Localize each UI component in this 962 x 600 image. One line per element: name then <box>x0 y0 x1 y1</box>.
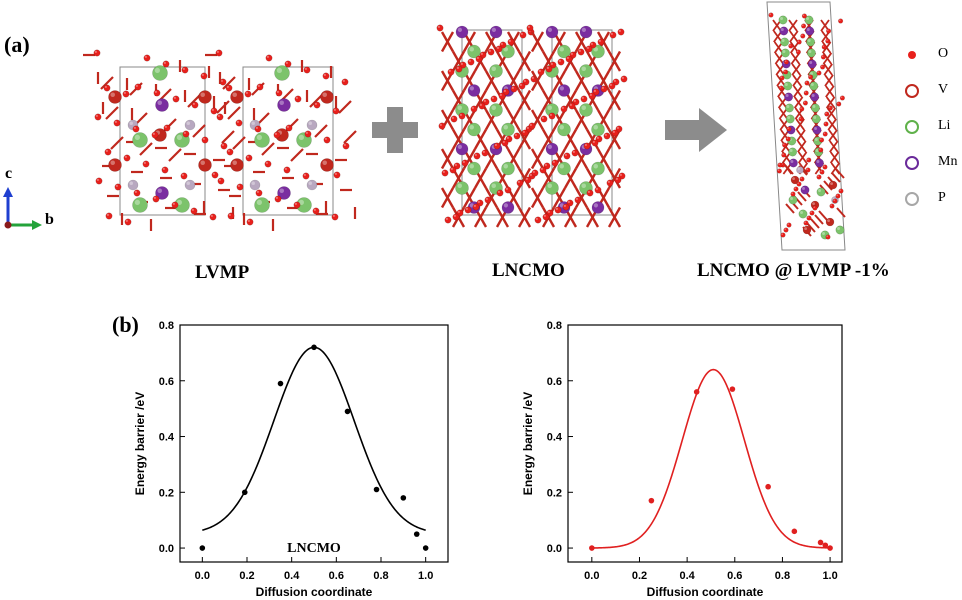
lncmo-structure-image <box>436 24 628 228</box>
legend-label: P <box>938 190 946 205</box>
legend-item-v: V <box>898 81 958 101</box>
panel-a-label: (a) <box>4 32 30 57</box>
lvmp-structure-image <box>83 49 357 231</box>
x-axis-title: Diffusion coordinate <box>256 585 373 599</box>
data-point <box>693 389 700 395</box>
data-point <box>241 489 248 496</box>
plot-annotation: LNCMO <box>287 541 341 556</box>
panel-b-label: (b) <box>112 312 139 337</box>
data-point <box>344 408 351 415</box>
data-point <box>765 483 771 490</box>
legend-label: Li <box>938 118 951 133</box>
x-tick-label: 0.2 <box>632 570 647 582</box>
x-tick-label: 0.6 <box>727 570 742 582</box>
fit-curve <box>591 368 831 549</box>
data-point <box>373 486 380 493</box>
data-point <box>400 495 407 501</box>
x-tick-label: 0.4 <box>284 570 300 582</box>
x-tick-label: 0.2 <box>239 570 254 582</box>
composite-label: LNCMO @ LVMP -1% <box>697 260 890 281</box>
legend-item-mn: Mn <box>898 153 958 173</box>
x-tick-label: 0.6 <box>329 570 344 582</box>
legend-item-o: O <box>898 45 958 65</box>
x-tick-label: 1.0 <box>418 570 433 582</box>
right-arrow-icon <box>665 108 727 152</box>
y-tick-label: 0.6 <box>159 376 174 388</box>
y-tick-label: 0.8 <box>547 320 562 332</box>
legend-item-li: Li <box>898 117 958 137</box>
data-point <box>277 380 284 387</box>
legend-swatch-icon <box>905 192 919 206</box>
y-tick-label: 0.8 <box>159 320 174 332</box>
legend-swatch-icon <box>905 156 919 170</box>
y-tick-label: 0.0 <box>547 543 562 555</box>
data-point <box>413 531 420 537</box>
y-tick-label: 0.2 <box>159 487 174 499</box>
composite-structure-image <box>766 1 846 251</box>
y-tick-label: 0.0 <box>159 543 174 555</box>
lvmp-label: LVMP <box>195 262 250 283</box>
data-point <box>827 545 833 551</box>
data-point <box>648 497 655 504</box>
x-tick-label: 1.0 <box>822 570 837 582</box>
data-point <box>729 386 736 392</box>
energy-barrier-chart-right: 0.0 0.2 0.4 0.6 0.8 1.0 0.0 0.2 0.4 0.6 0.8 Diffusi… <box>521 320 843 599</box>
energy-barrier-chart-left: 0.0 0.2 0.4 0.6 0.8 1.00.00.20.40.60.8Diffusi… <box>133 320 449 599</box>
legend-swatch-icon <box>905 84 919 98</box>
x-tick-label: 0.4 <box>679 570 695 582</box>
y-tick-label: 0.4 <box>159 432 175 444</box>
data-point <box>199 545 206 551</box>
element-legend: O V Li Mn P <box>898 45 958 215</box>
legend-swatch-icon <box>908 51 916 59</box>
axis-indicator <box>3 187 42 230</box>
legend-item-p: P <box>898 189 958 209</box>
plot-frame <box>567 324 843 563</box>
plus-sign-icon <box>372 107 418 153</box>
lncmo-label: LNCMO <box>492 260 565 281</box>
legend-label: V <box>938 82 949 97</box>
y-tick-label: 0.6 <box>547 376 562 388</box>
x-tick-label: 0.8 <box>373 570 388 582</box>
plot-frame <box>179 324 449 563</box>
data-point <box>822 542 829 549</box>
y-tick-label: 0.4 <box>547 432 563 444</box>
axis-c-label: c <box>5 165 13 182</box>
y-axis-title: Energy barrier /eV <box>521 392 535 495</box>
x-tick-label: 0.0 <box>195 570 210 582</box>
legend-swatch-icon <box>905 120 919 134</box>
x-axis-title: Diffusion coordinate <box>647 585 764 599</box>
legend-label: O <box>938 46 949 61</box>
data-point <box>589 545 595 551</box>
x-tick-label: 0.8 <box>775 570 790 582</box>
legend-label: Mn <box>938 154 958 169</box>
data-point <box>311 344 317 351</box>
axis-b-label: b <box>45 211 54 228</box>
data-point <box>817 539 824 546</box>
fit-curve <box>202 346 426 531</box>
y-tick-label: 0.2 <box>547 487 562 499</box>
data-point <box>422 545 429 551</box>
x-tick-label: 0.0 <box>584 570 599 582</box>
y-axis-title: Energy barrier /eV <box>133 392 147 495</box>
data-point <box>791 528 798 535</box>
